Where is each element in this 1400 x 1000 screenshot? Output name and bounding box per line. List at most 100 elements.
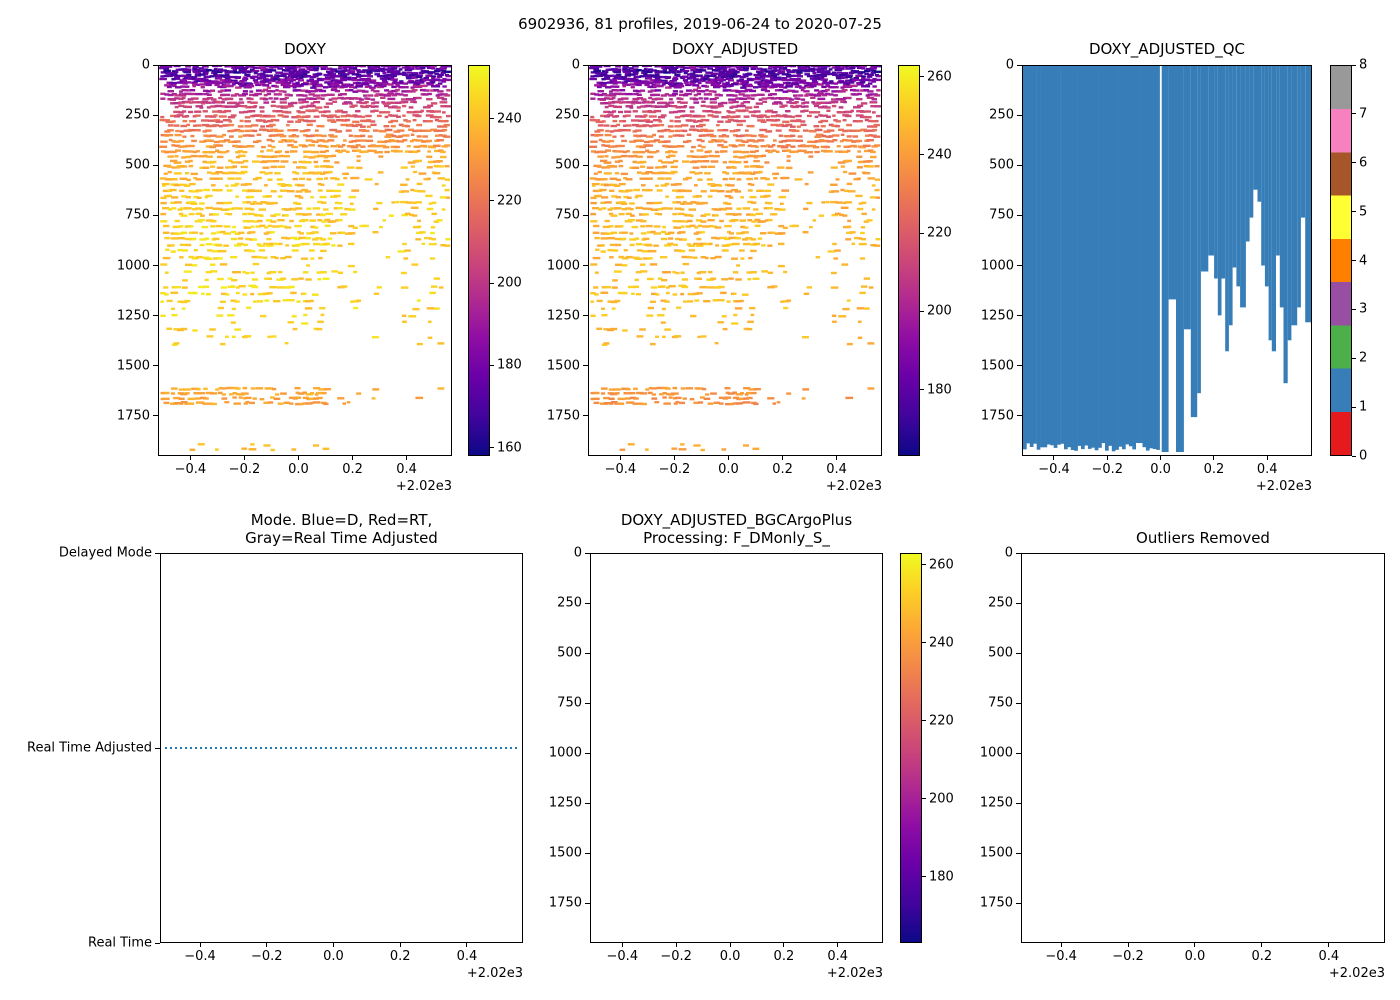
y-tick-mark	[153, 415, 158, 417]
y-tick-label: 1750	[116, 408, 150, 424]
colorbar-tick-label: 3	[1359, 301, 1368, 317]
colorbar-tick-label: 240	[927, 147, 952, 163]
colorbar-tick-mark	[490, 447, 494, 449]
y-tick-mark	[585, 702, 590, 704]
x-tick-mark	[836, 456, 838, 460]
x-tick-mark	[1194, 943, 1196, 947]
y-tick-mark	[1017, 415, 1022, 417]
x-tick-label: −0.4	[184, 949, 216, 964]
colorbar-tick-mark	[920, 232, 924, 234]
colorbar-tick-mark	[922, 564, 926, 566]
x-tick-label: 0.0	[1150, 462, 1171, 477]
y-tick-mark	[1016, 902, 1021, 904]
x-tick-label: 0.4	[827, 949, 849, 964]
x-tick-label: 0.0	[719, 949, 741, 964]
y-tick-label: 500	[988, 645, 1013, 661]
y-tick-mark	[585, 552, 590, 554]
colorbar-tick-label: 6	[1359, 155, 1368, 171]
y-tick-label: 1000	[979, 745, 1013, 761]
y-tick-label: 750	[555, 207, 580, 223]
x-tick-mark	[406, 456, 408, 460]
colorbar-tick-label: 7	[1359, 106, 1368, 122]
x-tick-mark	[729, 943, 731, 947]
y-tick-label: 1750	[546, 408, 580, 424]
y-tick-label: 1500	[546, 358, 580, 374]
colorbar-tick-label: 240	[497, 111, 522, 126]
x-tick-label: −0.4	[604, 462, 637, 477]
colorbar-tick-mark	[490, 200, 494, 202]
colorbar-tick-label: 180	[927, 382, 952, 398]
x-tick-label: −0.4	[606, 949, 639, 964]
x-tick-label: −0.2	[228, 462, 261, 477]
subplot-title-mode: Mode. Blue=D, Red=RT, Gray=Real Time Adj…	[245, 511, 438, 547]
x-tick-label: −0.2	[1112, 949, 1144, 964]
colorbar-tick-mark	[1352, 260, 1356, 261]
y-tick-mark	[1016, 752, 1021, 754]
y-tick-label: 0	[573, 545, 582, 561]
y-tick-label: Delayed Mode	[58, 545, 152, 561]
colorbar-tick-mark	[1352, 357, 1356, 359]
x-tick-label: 0.4	[456, 949, 478, 964]
colorbar-tick-mark	[922, 642, 926, 644]
x-tick-mark	[1053, 456, 1055, 460]
colorbar-tick-mark	[1352, 406, 1356, 408]
y-tick-mark	[583, 265, 588, 266]
y-tick-label: 1250	[548, 795, 582, 811]
y-tick-mark	[153, 214, 158, 216]
y-tick-mark	[153, 365, 158, 367]
x-tick-label: 0.4	[1318, 949, 1340, 964]
bgcargoplus-plot-area	[590, 553, 883, 943]
x-tick-mark	[728, 456, 729, 460]
subplot-title-doxy: DOXY	[284, 40, 326, 58]
y-tick-mark	[1017, 114, 1022, 116]
y-tick-mark	[153, 265, 158, 266]
colorbar-tick-label: 220	[929, 713, 954, 729]
x-tick-mark	[621, 943, 623, 947]
colorbar-tick-label: 180	[929, 869, 954, 885]
x-axis-offset-label: +2.02e3	[466, 966, 523, 981]
x-tick-label: −0.4	[174, 462, 207, 477]
mode-dotted-line	[165, 747, 519, 749]
y-tick-label: 500	[557, 645, 582, 661]
y-tick-label: Real Time	[88, 935, 152, 951]
outliers-plot-area	[1021, 553, 1385, 943]
colorbar-tick-label: 180	[497, 357, 522, 373]
x-axis-offset-label: +2.02e3	[826, 966, 883, 981]
x-tick-label: 0.4	[1256, 462, 1278, 477]
y-tick-label: 1000	[116, 258, 150, 273]
colorbar-tick-mark	[1352, 308, 1356, 310]
x-tick-mark	[1261, 943, 1263, 947]
x-tick-label: −0.2	[1091, 462, 1124, 477]
y-tick-mark	[583, 164, 588, 166]
figure-suptitle: 6902936, 81 profiles, 2019-06-24 to 2020…	[518, 15, 882, 33]
x-tick-label: 0.4	[396, 462, 417, 477]
x-tick-mark	[837, 943, 839, 947]
qc-flag-colorbar	[1330, 65, 1352, 456]
y-tick-label: 500	[989, 157, 1014, 173]
y-tick-label: 1250	[979, 795, 1013, 811]
colorbar-tick-label: 260	[929, 557, 954, 573]
x-axis-offset-label: +2.02e3	[395, 479, 452, 494]
colorbar-tick-label: 8	[1359, 57, 1368, 73]
x-tick-label: 0.2	[1251, 949, 1273, 964]
subplot-title-doxy-adjusted: DOXY_ADJUSTED	[671, 40, 799, 58]
doxy-colorbar	[468, 65, 490, 456]
colorbar-tick-mark	[1352, 64, 1356, 66]
x-tick-label: 0.2	[342, 462, 363, 477]
colorbar-tick-label: 4	[1359, 253, 1368, 268]
y-tick-mark	[1017, 315, 1022, 317]
x-tick-mark	[243, 456, 245, 460]
adj-scatter-canvas	[589, 66, 881, 452]
y-tick-mark	[1017, 265, 1022, 266]
x-tick-mark	[1127, 943, 1129, 947]
y-tick-mark	[1017, 365, 1022, 367]
y-tick-mark	[153, 114, 158, 116]
y-tick-label: 1500	[548, 845, 582, 861]
y-tick-mark	[153, 164, 158, 166]
colorbar-tick-label: 220	[497, 193, 522, 209]
x-tick-label: 0.2	[772, 462, 793, 477]
y-tick-mark	[585, 752, 590, 754]
y-tick-label: 1750	[548, 895, 582, 911]
x-tick-mark	[675, 943, 677, 947]
